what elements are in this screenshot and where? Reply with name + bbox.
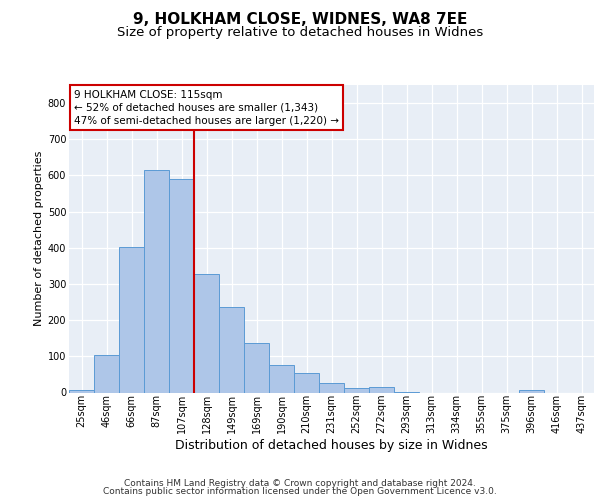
Bar bbox=[169, 178, 194, 392]
Y-axis label: Number of detached properties: Number of detached properties bbox=[34, 151, 44, 326]
Text: 9, HOLKHAM CLOSE, WIDNES, WA8 7EE: 9, HOLKHAM CLOSE, WIDNES, WA8 7EE bbox=[133, 12, 467, 28]
Bar bbox=[144, 170, 169, 392]
Bar bbox=[344, 388, 369, 392]
Bar bbox=[519, 390, 544, 392]
Bar bbox=[369, 386, 394, 392]
Text: Size of property relative to detached houses in Widnes: Size of property relative to detached ho… bbox=[117, 26, 483, 39]
Bar bbox=[94, 354, 119, 393]
Bar bbox=[219, 307, 244, 392]
Text: Contains HM Land Registry data © Crown copyright and database right 2024.: Contains HM Land Registry data © Crown c… bbox=[124, 478, 476, 488]
Bar bbox=[294, 374, 319, 392]
Text: 9 HOLKHAM CLOSE: 115sqm
← 52% of detached houses are smaller (1,343)
47% of semi: 9 HOLKHAM CLOSE: 115sqm ← 52% of detache… bbox=[74, 90, 339, 126]
Bar bbox=[119, 248, 144, 392]
Bar bbox=[194, 274, 219, 392]
X-axis label: Distribution of detached houses by size in Widnes: Distribution of detached houses by size … bbox=[175, 439, 488, 452]
Text: Contains public sector information licensed under the Open Government Licence v3: Contains public sector information licen… bbox=[103, 487, 497, 496]
Bar bbox=[319, 384, 344, 392]
Bar bbox=[269, 365, 294, 392]
Bar bbox=[69, 390, 94, 392]
Bar bbox=[244, 344, 269, 392]
